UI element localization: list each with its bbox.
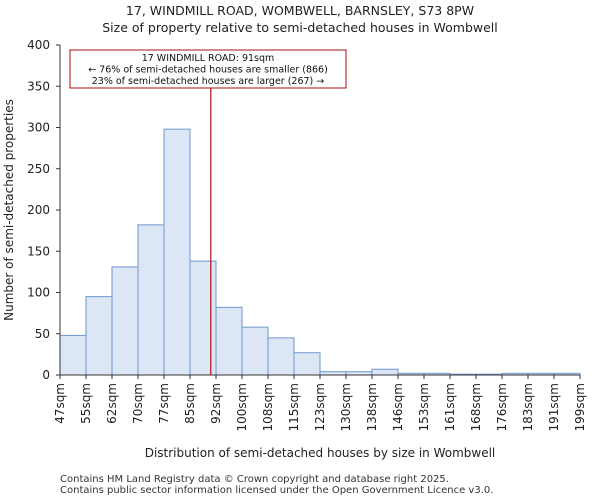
y-tick-label: 300 — [27, 121, 50, 135]
annotation-line: 23% of semi-detached houses are larger (… — [92, 76, 325, 87]
x-tick-label: 168sqm — [469, 383, 483, 431]
histogram-bar — [163, 128, 191, 376]
y-tick-label: 200 — [27, 203, 50, 217]
x-tick-label: 115sqm — [287, 383, 301, 431]
histogram-bar — [267, 337, 295, 376]
histogram-bar — [293, 352, 321, 376]
y-tick-label: 50 — [35, 327, 50, 341]
y-axis-title: Number of semi-detached properties — [2, 99, 16, 321]
chart-subtitle: Size of property relative to semi-detach… — [102, 20, 498, 35]
y-tick-label: 0 — [42, 368, 50, 382]
y-tick-label: 100 — [27, 286, 50, 300]
x-tick-label: 183sqm — [521, 383, 535, 431]
x-tick-label: 176sqm — [495, 383, 509, 431]
histogram-bar — [215, 306, 243, 376]
x-tick-label: 161sqm — [443, 383, 457, 431]
x-tick-label: 55sqm — [79, 383, 93, 424]
x-tick-label: 153sqm — [417, 383, 431, 431]
x-tick-label: 77sqm — [157, 383, 171, 424]
histogram-bar — [137, 224, 165, 376]
annotation-line: 17 WINDMILL ROAD: 91sqm — [142, 53, 275, 64]
chart-title: 17, WINDMILL ROAD, WOMBWELL, BARNSLEY, S… — [125, 3, 475, 18]
histogram-bar — [85, 296, 113, 376]
x-tick-label: 70sqm — [131, 383, 145, 424]
x-tick-label: 199sqm — [573, 383, 587, 431]
histogram-bar — [371, 368, 399, 376]
y-tick-label: 250 — [27, 162, 50, 176]
x-axis-title: Distribution of semi-detached houses by … — [145, 446, 496, 460]
x-tick-label: 47sqm — [53, 383, 67, 424]
x-tick-label: 92sqm — [209, 383, 223, 424]
x-tick-label: 100sqm — [235, 383, 249, 431]
histogram-bar — [111, 266, 139, 376]
annotation-line: ← 76% of semi-detached houses are smalle… — [88, 65, 328, 76]
x-tick-label: 191sqm — [547, 383, 561, 431]
x-tick-label: 146sqm — [391, 383, 405, 431]
y-tick-label: 400 — [27, 38, 50, 52]
x-tick-label: 85sqm — [183, 383, 197, 424]
x-tick-label: 108sqm — [261, 383, 275, 431]
x-tick-label: 123sqm — [313, 383, 327, 431]
histogram-bar — [189, 260, 217, 376]
footer-line-1: Contains HM Land Registry data © Crown c… — [60, 474, 449, 485]
annotation-box — [69, 49, 347, 89]
x-tick-label: 62sqm — [105, 383, 119, 424]
y-tick-label: 150 — [27, 244, 50, 258]
x-tick-label: 130sqm — [339, 383, 353, 431]
histogram-bar — [59, 334, 87, 376]
histogram-bar — [241, 326, 269, 376]
footer-line-2: Contains public sector information licen… — [60, 485, 494, 496]
y-tick-label: 350 — [27, 79, 50, 93]
x-tick-label: 138sqm — [365, 383, 379, 431]
